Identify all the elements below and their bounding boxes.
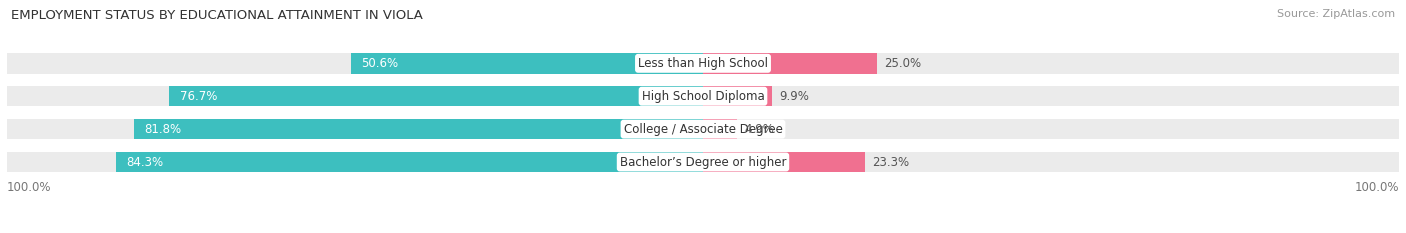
Text: 100.0%: 100.0% [7, 181, 52, 194]
Bar [703, 86, 772, 106]
Text: EMPLOYMENT STATUS BY EDUCATIONAL ATTAINMENT IN VIOLA: EMPLOYMENT STATUS BY EDUCATIONAL ATTAINM… [11, 9, 423, 22]
Bar [703, 152, 865, 172]
Bar [134, 119, 703, 139]
Text: 23.3%: 23.3% [872, 155, 910, 168]
Text: Less than High School: Less than High School [638, 57, 768, 70]
Text: 50.6%: 50.6% [361, 57, 398, 70]
Text: College / Associate Degree: College / Associate Degree [624, 123, 782, 136]
Bar [7, 53, 1399, 74]
Bar [352, 53, 703, 74]
Bar [117, 152, 703, 172]
Text: 25.0%: 25.0% [884, 57, 921, 70]
Text: 84.3%: 84.3% [127, 155, 165, 168]
Text: Source: ZipAtlas.com: Source: ZipAtlas.com [1277, 9, 1395, 19]
Bar [7, 152, 1399, 172]
Text: 4.9%: 4.9% [744, 123, 773, 136]
Bar [7, 86, 1399, 106]
Text: 9.9%: 9.9% [779, 90, 808, 103]
Bar [703, 119, 737, 139]
Text: 100.0%: 100.0% [1354, 181, 1399, 194]
Bar [169, 86, 703, 106]
Bar [703, 53, 877, 74]
Bar [7, 119, 1399, 139]
Text: 81.8%: 81.8% [145, 123, 181, 136]
Text: Bachelor’s Degree or higher: Bachelor’s Degree or higher [620, 155, 786, 168]
Text: 76.7%: 76.7% [180, 90, 217, 103]
Text: High School Diploma: High School Diploma [641, 90, 765, 103]
